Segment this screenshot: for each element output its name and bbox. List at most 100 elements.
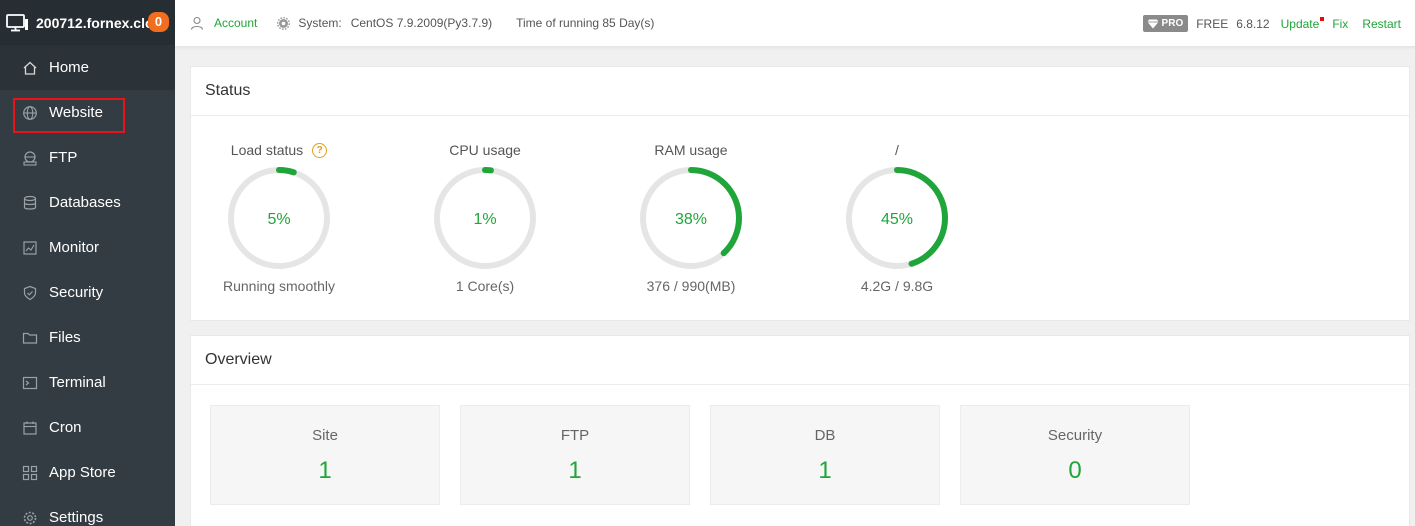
monitor-icon [6, 13, 28, 31]
overview-title: Overview [191, 336, 1409, 385]
sidebar: 200712.fornex.cloud 0 Home Website FTP D… [0, 0, 175, 526]
sidebar-item-label: Files [49, 329, 81, 346]
gear-icon [277, 16, 291, 30]
stat-label: DB [814, 427, 836, 444]
gauge-value: 1% [473, 211, 496, 228]
pro-badge[interactable]: PRO [1142, 15, 1189, 32]
sidebar-item-label: Databases [49, 194, 121, 211]
gauge-ring[interactable]: 45% [844, 165, 950, 271]
gauge-title: CPU usage [405, 141, 565, 159]
sidebar-item-home[interactable]: Home [0, 45, 175, 90]
uptime-text: Time of running 85 Day(s) [516, 16, 655, 30]
monitor-chart-icon [23, 240, 37, 255]
sidebar-item-label: Website [49, 104, 103, 121]
system-label: System: [298, 16, 342, 30]
stat-site[interactable]: Site 1 [210, 405, 440, 505]
sidebar-item-label: Security [49, 284, 104, 301]
sidebar-header: 200712.fornex.cloud 0 [0, 0, 175, 45]
gauge-subtext: 1 Core(s) [455, 278, 515, 294]
stat-value: 0 [1068, 457, 1082, 484]
sidebar-item-ftp[interactable]: FTP [0, 135, 175, 180]
gauge-title: / [817, 141, 977, 159]
sidebar-item-label: FTP [49, 149, 78, 166]
sidebar-item-label: Terminal [49, 374, 106, 391]
gauge-disk: / 45% 4.2G / 9.8G [817, 141, 977, 294]
account-label: Account [214, 16, 258, 30]
shield-icon [23, 285, 37, 300]
gauge-value: 45% [881, 211, 913, 228]
gauge-ring[interactable]: 1% [432, 165, 538, 271]
gauge-arc [228, 167, 330, 269]
gauge-subtext: 4.2G / 9.8G [860, 278, 934, 294]
stat-db[interactable]: DB 1 [710, 405, 940, 505]
sidebar-item-settings[interactable]: Settings [0, 495, 175, 526]
gauge-title-text: RAM usage [654, 142, 728, 158]
restart-link[interactable]: Restart [1362, 16, 1401, 31]
overview-panel: Overview Site 1 FTP 1 DB 1 Security 0 [190, 335, 1410, 526]
stat-security[interactable]: Security 0 [960, 405, 1190, 505]
sidebar-item-terminal[interactable]: Terminal [0, 360, 175, 405]
stat-value: 1 [568, 457, 582, 484]
version-label: 6.8.12 [1236, 16, 1270, 31]
grid-icon [22, 465, 38, 480]
hostname: 200712.fornex.cloud [36, 14, 152, 31]
gauge-title-text: Load status [230, 142, 304, 158]
edition-label: FREE [1196, 16, 1229, 31]
gauge-title-text: / [895, 142, 899, 158]
stat-label: Site [312, 427, 338, 444]
globe-icon [23, 105, 37, 120]
update-dot [1320, 16, 1325, 21]
sidebar-item-files[interactable]: Files [0, 315, 175, 360]
home-icon [23, 61, 37, 75]
sidebar-item-label: Home [49, 59, 90, 76]
sidebar-item-website[interactable]: Website [0, 90, 175, 135]
stat-value: 1 [818, 457, 832, 484]
gauge-ram: RAM usage 38% 376 / 990(MB) [611, 141, 771, 294]
stat-label: FTP [560, 427, 590, 444]
pro-label: PRO [1161, 18, 1184, 29]
status-title: Status [191, 67, 1409, 116]
sidebar-item-monitor[interactable]: Monitor [0, 225, 175, 270]
sidebar-item-label: Monitor [49, 239, 100, 256]
gauge-title-text: CPU usage [449, 142, 521, 158]
update-link[interactable]: Update [1281, 16, 1325, 31]
sidebar-item-app-store[interactable]: App Store [0, 450, 175, 495]
sidebar-item-label: Settings [49, 509, 104, 526]
account-link[interactable]: Account [190, 16, 257, 30]
notification-badge[interactable]: 0 [148, 12, 169, 32]
gauge-load: Load status ? 5% Running smoothly [199, 141, 359, 294]
database-icon [23, 195, 37, 210]
top-bar-right: PRO FREE 6.8.12 Update Fix Restart [1142, 0, 1401, 47]
terminal-icon [22, 376, 38, 389]
gauge-ring[interactable]: 38% [638, 165, 744, 271]
system-info: System: CentOS 7.9.2009(Py3.7.9) [277, 16, 492, 30]
sidebar-item-cron[interactable]: Cron [0, 405, 175, 450]
ftp-icon [23, 150, 37, 166]
gauge-ring[interactable]: 5% [226, 165, 332, 271]
gauge-cpu: CPU usage 1% 1 Core(s) [405, 141, 565, 294]
help-icon[interactable]: ? [312, 142, 328, 158]
diamond-icon [1147, 19, 1159, 28]
gauge-arc [434, 167, 536, 269]
calendar-icon [23, 421, 37, 435]
gauge-title: RAM usage [611, 141, 771, 159]
sidebar-item-security[interactable]: Security [0, 270, 175, 315]
gauge-title: Load status ? [199, 141, 359, 159]
user-icon [190, 16, 204, 30]
gauge-subtext: Running smoothly [222, 278, 336, 294]
gauge-value: 5% [267, 211, 290, 228]
os-version: CentOS 7.9.2009(Py3.7.9) [350, 16, 493, 30]
sidebar-item-databases[interactable]: Databases [0, 180, 175, 225]
gauge-value: 38% [675, 211, 707, 228]
folder-icon [22, 332, 38, 344]
stat-label: Security [1047, 427, 1103, 444]
gauge-arc [640, 167, 742, 269]
sidebar-item-label: App Store [49, 464, 116, 481]
gauge-subtext: 376 / 990(MB) [646, 278, 736, 294]
status-panel: Status Load status ? 5% Running smoothly… [190, 66, 1410, 321]
stat-ftp[interactable]: FTP 1 [460, 405, 690, 505]
gear-icon [23, 511, 37, 524]
fix-link[interactable]: Fix [1332, 16, 1349, 31]
gauge-arc [846, 167, 948, 269]
sidebar-item-label: Cron [49, 419, 82, 436]
